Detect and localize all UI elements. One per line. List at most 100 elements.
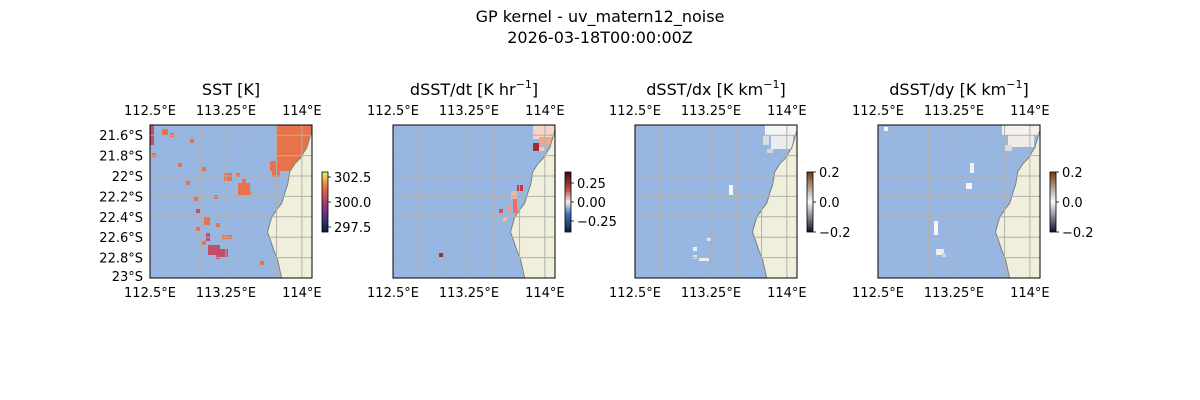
data-cell bbox=[511, 191, 517, 199]
data-cell bbox=[236, 173, 240, 177]
data-cell bbox=[942, 253, 946, 257]
data-cell bbox=[966, 183, 972, 189]
lon-tick-label-top: 114°E bbox=[525, 104, 565, 119]
panel-title: dSST/dx [K km−1] bbox=[646, 78, 785, 99]
figure-title: GP kernel - uv_matern12_noise bbox=[475, 7, 725, 26]
lat-tick-label: 23°S bbox=[112, 270, 143, 285]
data-cell bbox=[178, 163, 182, 167]
data-cell bbox=[216, 255, 220, 259]
map-area-2 bbox=[393, 125, 555, 278]
data-cell bbox=[1008, 135, 1034, 147]
data-cell bbox=[162, 129, 168, 135]
colorbar bbox=[321, 171, 329, 233]
lat-tick-label: 22.6°S bbox=[99, 231, 143, 246]
data-cell bbox=[238, 183, 250, 195]
colorbar-tick-label: 0.2 bbox=[819, 166, 840, 181]
lon-tick-label-top: 113.25°E bbox=[196, 104, 256, 119]
lon-tick-label-top: 112.5°E bbox=[367, 104, 419, 119]
data-cell bbox=[503, 217, 507, 221]
map-frame bbox=[634, 124, 798, 279]
lon-tick-label-top: 112.5°E bbox=[852, 104, 904, 119]
map-area-1 bbox=[150, 125, 312, 278]
panel-title: dSST/dt [K hr−1] bbox=[410, 78, 538, 99]
map-frame bbox=[149, 124, 313, 279]
lon-tick-label-bottom: 113.25°E bbox=[439, 286, 499, 301]
data-cell bbox=[224, 173, 232, 181]
data-cell bbox=[202, 241, 206, 245]
data-cell bbox=[214, 195, 218, 199]
data-cell bbox=[693, 247, 697, 251]
lon-tick-label-bottom: 113.25°E bbox=[196, 286, 256, 301]
lon-tick-label-top: 113.25°E bbox=[681, 104, 741, 119]
colorbar bbox=[806, 171, 814, 233]
land-polygon bbox=[994, 129, 1040, 278]
data-cell bbox=[970, 163, 974, 173]
data-cell bbox=[699, 257, 709, 261]
data-cell bbox=[767, 149, 773, 153]
lon-tick-label-bottom: 112.5°E bbox=[609, 286, 661, 301]
data-cell bbox=[194, 197, 198, 201]
lon-tick-label-bottom: 112.5°E bbox=[124, 286, 176, 301]
data-cell bbox=[1002, 125, 1040, 135]
data-cell bbox=[202, 167, 206, 171]
data-cell bbox=[204, 217, 210, 225]
data-cell bbox=[707, 237, 711, 241]
data-cell bbox=[771, 135, 793, 149]
data-cell bbox=[1004, 145, 1012, 151]
colorbar-tick-label: −0.2 bbox=[1062, 226, 1094, 241]
lat-tick-label: 22°S bbox=[112, 170, 143, 185]
data-cell bbox=[934, 221, 938, 235]
data-cell bbox=[260, 261, 264, 265]
colorbar bbox=[564, 171, 572, 233]
data-cell bbox=[190, 139, 194, 143]
lon-tick-label-top: 113.25°E bbox=[439, 104, 499, 119]
data-cell bbox=[186, 181, 190, 185]
data-cell bbox=[936, 249, 944, 255]
lon-tick-label-top: 114°E bbox=[767, 104, 807, 119]
data-cell bbox=[539, 147, 545, 151]
panel-1: SST [K] 112.5°E 112.5°E 113.25°E 113.25°E 114… bbox=[99, 80, 371, 301]
lon-tick-label-top: 112.5°E bbox=[609, 104, 661, 119]
data-cell bbox=[208, 245, 220, 255]
data-cell bbox=[242, 179, 246, 183]
land-polygon bbox=[509, 129, 555, 278]
data-cell bbox=[270, 161, 300, 171]
colorbar-tick-label: 297.5 bbox=[334, 221, 371, 236]
colorbar-tick-label: 0.0 bbox=[1062, 196, 1083, 211]
data-cell bbox=[507, 205, 511, 211]
colorbar-tick-label: −0.2 bbox=[819, 226, 851, 241]
data-cell bbox=[729, 185, 733, 195]
land-polygon bbox=[751, 129, 797, 278]
data-cell bbox=[693, 255, 697, 259]
panel-2: dSST/dt [K hr−1] 112.5°E 112.5°E 113.25°E 11… bbox=[367, 78, 617, 301]
lat-tick-label: 21.6°S bbox=[99, 129, 143, 144]
map-frame bbox=[877, 124, 1041, 279]
data-cell bbox=[884, 127, 888, 131]
colorbar-tick-label: 0.2 bbox=[1062, 166, 1083, 181]
data-cell bbox=[220, 249, 228, 257]
panel-title: dSST/dy [K km−1] bbox=[889, 78, 1028, 99]
lon-tick-label-bottom: 113.25°E bbox=[681, 286, 741, 301]
data-cell bbox=[272, 171, 280, 177]
colorbar-tick-label: 0.0 bbox=[819, 196, 840, 211]
lat-tick-label: 21.8°S bbox=[99, 150, 143, 165]
panel-4: dSST/dy [K km−1] 112.5°E 112.5°E 113.25°E 11… bbox=[852, 78, 1094, 301]
data-cell bbox=[539, 137, 553, 145]
lon-tick-label-bottom: 114°E bbox=[282, 286, 322, 301]
land-polygon bbox=[266, 129, 312, 278]
data-cell bbox=[196, 209, 200, 213]
lat-tick-label: 22.4°S bbox=[99, 211, 143, 226]
figure-timestamp: 2026-03-18T00:00:00Z bbox=[507, 28, 693, 47]
colorbar-tick-label: 300.0 bbox=[334, 196, 371, 211]
lon-tick-label-bottom: 112.5°E bbox=[852, 286, 904, 301]
data-cell bbox=[248, 191, 252, 195]
colorbar-tick-label: −0.25 bbox=[577, 215, 617, 230]
lat-tick-label: 22.8°S bbox=[99, 252, 143, 267]
lon-tick-label-bottom: 113.25°E bbox=[924, 286, 984, 301]
data-cell bbox=[499, 209, 503, 213]
colorbar bbox=[1049, 171, 1057, 233]
data-cell bbox=[533, 143, 539, 151]
map-area-4 bbox=[878, 125, 1040, 278]
lon-tick-label-top: 114°E bbox=[282, 104, 322, 119]
